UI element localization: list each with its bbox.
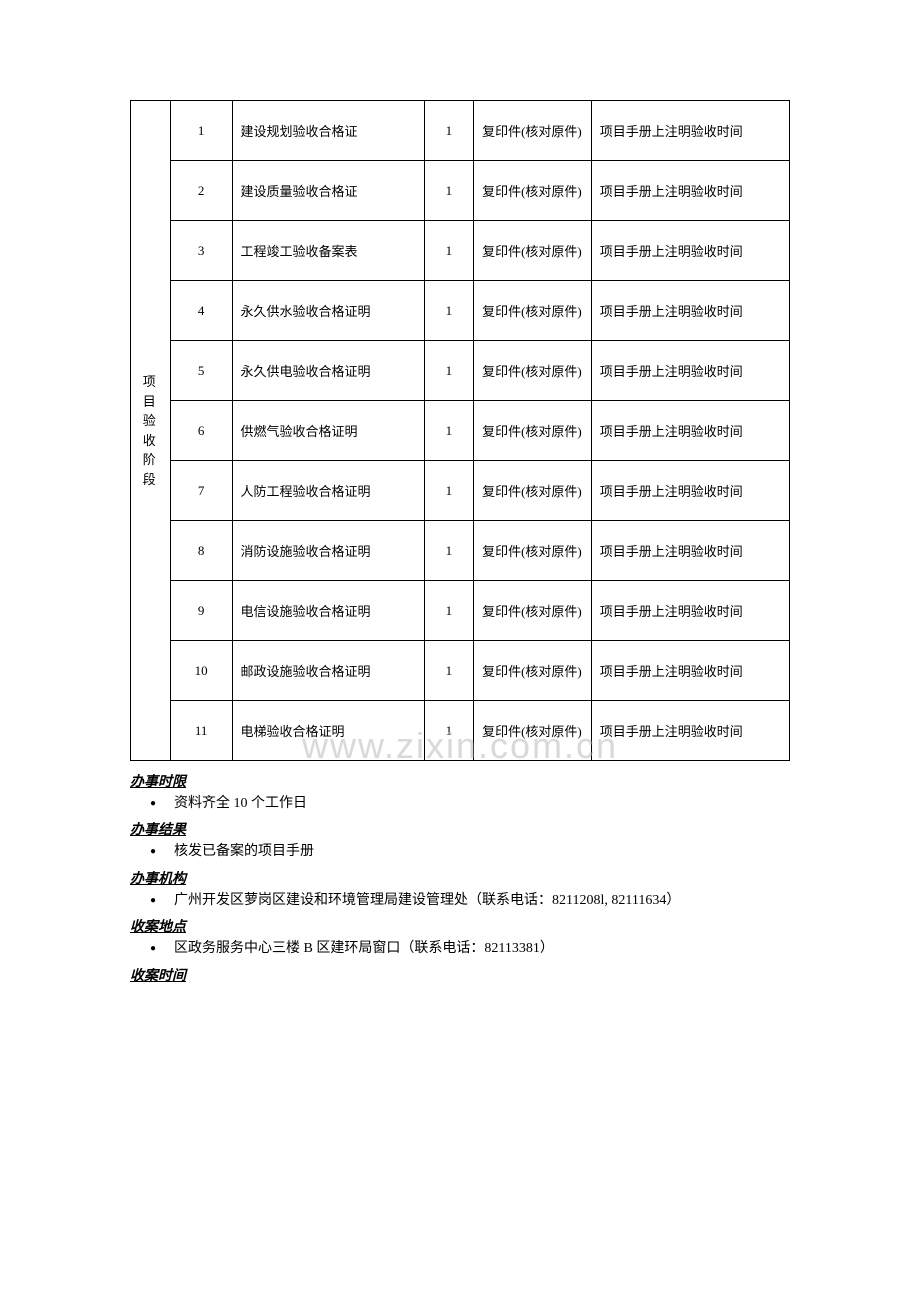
table-row: 7人防工程验收合格证明1复印件(核对原件)项目手册上注明验收时间	[131, 461, 790, 521]
row-number: 5	[170, 341, 232, 401]
quantity: 1	[424, 581, 474, 641]
section-result-heading: 办事结果	[130, 819, 790, 839]
note: 项目手册上注明验收时间	[591, 101, 789, 161]
row-number: 11	[170, 701, 232, 761]
document-name: 消防设施验收合格证明	[232, 521, 424, 581]
quantity: 1	[424, 641, 474, 701]
quantity: 1	[424, 521, 474, 581]
table-row: 4永久供水验收合格证明1复印件(核对原件)项目手册上注明验收时间	[131, 281, 790, 341]
document-name: 建设规划验收合格证	[232, 101, 424, 161]
copy-type: 复印件(核对原件)	[474, 281, 592, 341]
copy-type: 复印件(核对原件)	[474, 341, 592, 401]
row-number: 8	[170, 521, 232, 581]
quantity: 1	[424, 701, 474, 761]
row-number: 1	[170, 101, 232, 161]
section-location-heading: 收案地点	[130, 916, 790, 936]
quantity: 1	[424, 461, 474, 521]
document-table: 项目验收阶段1建设规划验收合格证1复印件(核对原件)项目手册上注明验收时间2建设…	[130, 100, 790, 761]
row-number: 3	[170, 221, 232, 281]
table-row: 9电信设施验收合格证明1复印件(核对原件)项目手册上注明验收时间	[131, 581, 790, 641]
document-name: 工程竣工验收备案表	[232, 221, 424, 281]
note: 项目手册上注明验收时间	[591, 641, 789, 701]
quantity: 1	[424, 161, 474, 221]
row-number: 6	[170, 401, 232, 461]
document-name: 供燃气验收合格证明	[232, 401, 424, 461]
table-row: 11电梯验收合格证明1复印件(核对原件)项目手册上注明验收时间	[131, 701, 790, 761]
copy-type: 复印件(核对原件)	[474, 101, 592, 161]
note: 项目手册上注明验收时间	[591, 521, 789, 581]
document-name: 邮政设施验收合格证明	[232, 641, 424, 701]
copy-type: 复印件(核对原件)	[474, 521, 592, 581]
quantity: 1	[424, 401, 474, 461]
note: 项目手册上注明验收时间	[591, 161, 789, 221]
copy-type: 复印件(核对原件)	[474, 581, 592, 641]
document-name: 人防工程验收合格证明	[232, 461, 424, 521]
table-row: 6供燃气验收合格证明1复印件(核对原件)项目手册上注明验收时间	[131, 401, 790, 461]
note: 项目手册上注明验收时间	[591, 581, 789, 641]
quantity: 1	[424, 101, 474, 161]
section-deadline-heading: 办事时限	[130, 771, 790, 791]
section-result-content: 核发已备案的项目手册	[150, 841, 790, 863]
note: 项目手册上注明验收时间	[591, 461, 789, 521]
row-number: 2	[170, 161, 232, 221]
table-row: 2建设质量验收合格证1复印件(核对原件)项目手册上注明验收时间	[131, 161, 790, 221]
note: 项目手册上注明验收时间	[591, 401, 789, 461]
quantity: 1	[424, 281, 474, 341]
copy-type: 复印件(核对原件)	[474, 161, 592, 221]
row-number: 10	[170, 641, 232, 701]
row-number: 4	[170, 281, 232, 341]
row-number: 9	[170, 581, 232, 641]
copy-type: 复印件(核对原件)	[474, 701, 592, 761]
document-name: 电梯验收合格证明	[232, 701, 424, 761]
copy-type: 复印件(核对原件)	[474, 641, 592, 701]
row-number: 7	[170, 461, 232, 521]
section-agency-content: 广州开发区萝岗区建设和环境管理局建设管理处（联系电话：8211208l, 821…	[150, 890, 790, 912]
copy-type: 复印件(核对原件)	[474, 221, 592, 281]
document-name: 永久供水验收合格证明	[232, 281, 424, 341]
document-name: 建设质量验收合格证	[232, 161, 424, 221]
table-row: 3工程竣工验收备案表1复印件(核对原件)项目手册上注明验收时间	[131, 221, 790, 281]
document-name: 电信设施验收合格证明	[232, 581, 424, 641]
table-row: 5永久供电验收合格证明1复印件(核对原件)项目手册上注明验收时间	[131, 341, 790, 401]
table-row: 项目验收阶段1建设规划验收合格证1复印件(核对原件)项目手册上注明验收时间	[131, 101, 790, 161]
section-location-content: 区政务服务中心三楼 B 区建环局窗口（联系电话：82113381）	[150, 938, 790, 960]
note: 项目手册上注明验收时间	[591, 701, 789, 761]
quantity: 1	[424, 221, 474, 281]
note: 项目手册上注明验收时间	[591, 341, 789, 401]
stage-cell: 项目验收阶段	[131, 101, 171, 761]
note: 项目手册上注明验收时间	[591, 281, 789, 341]
section-agency-heading: 办事机构	[130, 868, 790, 888]
document-name: 永久供电验收合格证明	[232, 341, 424, 401]
section-time-heading: 收案时间	[130, 965, 790, 985]
table-row: 10邮政设施验收合格证明1复印件(核对原件)项目手册上注明验收时间	[131, 641, 790, 701]
table-row: 8消防设施验收合格证明1复印件(核对原件)项目手册上注明验收时间	[131, 521, 790, 581]
quantity: 1	[424, 341, 474, 401]
note: 项目手册上注明验收时间	[591, 221, 789, 281]
section-deadline-content: 资料齐全 10 个工作日	[150, 793, 790, 815]
copy-type: 复印件(核对原件)	[474, 461, 592, 521]
copy-type: 复印件(核对原件)	[474, 401, 592, 461]
